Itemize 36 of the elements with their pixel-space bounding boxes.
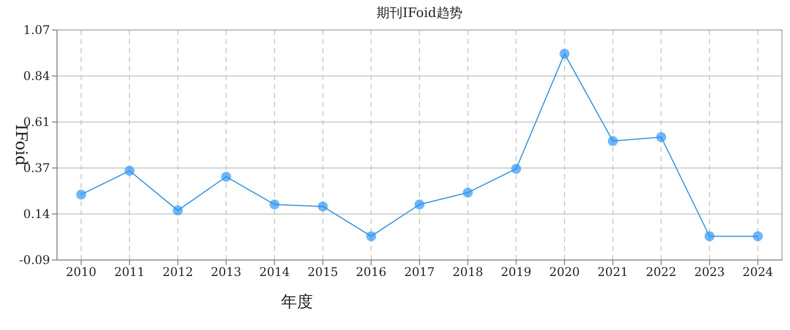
point [76,190,86,200]
y-tick-label: 0.84 [23,69,50,83]
x-tick-label: 2020 [549,265,580,279]
point [318,201,328,212]
y-tick-label: -0.09 [19,253,50,267]
point [656,132,666,142]
x-tick-label: 2012 [162,265,194,279]
point [172,205,183,216]
point [608,136,618,146]
x-tick-label: 2015 [308,265,338,279]
point [560,48,570,59]
x-tick-label: 2022 [646,265,676,279]
point [414,199,424,210]
x-tick-label: 2019 [500,265,532,279]
point [752,231,763,242]
y-tick-label: 0.14 [23,207,50,221]
chart-title: 期刊IFoid趋势 [376,6,462,21]
x-tick-label: 2013 [210,265,242,279]
point [270,199,280,210]
point [366,231,376,242]
point [462,188,473,198]
x-axis-title: 年度 [281,292,313,311]
x-tick-label: 2011 [114,265,145,279]
x-tick-label: 2014 [259,265,290,279]
point [124,166,134,176]
x-tick-label: 2024 [742,265,774,279]
point [221,172,232,182]
point [511,164,522,174]
x-tick-label: 2010 [66,265,96,279]
y-tick-label: 1.07 [23,23,50,37]
x-tick-label: 2018 [452,265,484,279]
x-tick-label: 2016 [356,265,386,279]
x-tick-label: 2023 [694,265,725,279]
point [704,231,714,242]
x-tick-label: 2021 [598,265,628,279]
x-tick-label: 2017 [404,265,435,279]
